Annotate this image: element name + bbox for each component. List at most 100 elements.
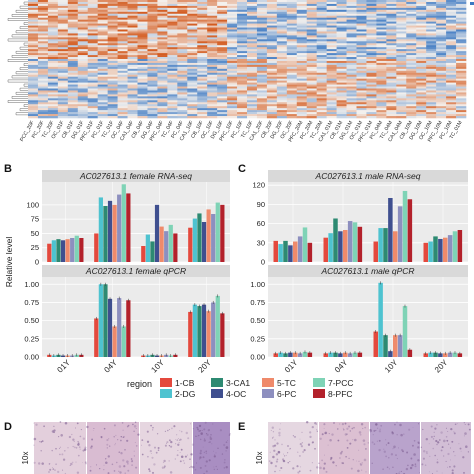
- y-tick-label: 0.75: [250, 298, 265, 307]
- bar: [302, 227, 308, 262]
- bar: [283, 353, 288, 357]
- legend-label: 2-DG: [175, 389, 195, 399]
- legend-swatch: [313, 378, 325, 387]
- bar: [443, 237, 448, 262]
- bar: [452, 352, 458, 357]
- legend-item: 2-DG: [160, 389, 195, 399]
- bar: [159, 226, 164, 262]
- heatmap-column-labels: PCC_20FPC_20FTC_20FOC_01FCB_01FDG_01FPFC…: [19, 120, 464, 143]
- bar: [192, 304, 197, 357]
- bar: [357, 352, 363, 357]
- bar: [402, 190, 408, 262]
- y-tick-label: 75: [31, 215, 39, 224]
- bar: [338, 231, 343, 262]
- legend-label: 4-OC: [226, 389, 246, 399]
- bar: [438, 238, 443, 262]
- x-tick-label: 01Y: [55, 358, 72, 375]
- legend-item: 5-TC: [262, 378, 296, 388]
- y-tick-label: 50: [31, 229, 39, 238]
- y-tick-label: 1.00: [24, 280, 39, 289]
- bar: [56, 239, 61, 262]
- bar: [112, 204, 117, 262]
- bar-panel: AC027613.1 female qPCR 0.00 0.25 0.50 0.75 1.…: [24, 265, 230, 374]
- bar: [164, 231, 169, 262]
- bar: [98, 284, 103, 357]
- bar: [443, 353, 448, 357]
- bar: [383, 228, 388, 262]
- legend-swatch: [211, 378, 223, 387]
- bar: [121, 326, 126, 357]
- bar: [293, 352, 298, 357]
- bar: [307, 242, 313, 262]
- micrograph-tile: [191, 421, 231, 474]
- bar: [215, 202, 220, 262]
- panel-title: AC027613.1 male qPCR: [320, 266, 414, 276]
- bar: [126, 300, 131, 357]
- y-tick-label: 0.25: [24, 334, 39, 343]
- bar: [201, 304, 207, 357]
- bar: [457, 353, 463, 357]
- bar: [94, 233, 99, 262]
- bar: [220, 204, 225, 262]
- micrograph-tile: [140, 422, 193, 474]
- bar: [197, 306, 202, 357]
- plot-background: [268, 277, 468, 357]
- bar: [407, 349, 413, 357]
- bar: [357, 226, 363, 262]
- legend-label: 8-PFC: [328, 389, 353, 399]
- bar: [103, 284, 108, 357]
- y-tick-label: 1.00: [250, 280, 265, 289]
- heatmap: [7, 0, 474, 119]
- bar: [188, 227, 193, 262]
- panel-label-b: B: [4, 163, 12, 175]
- bar: [447, 352, 453, 357]
- bar: [328, 233, 333, 262]
- panel-strip: [42, 170, 230, 182]
- bar-panel: AC027613.1 male RNA-seq 0 30 60 90 120: [252, 170, 468, 267]
- micrograph-tile: [318, 421, 369, 474]
- legend-item: 8-PFC: [313, 389, 353, 399]
- bar: [347, 353, 353, 357]
- bar: [215, 295, 220, 357]
- y-tick-label: 0: [261, 258, 265, 267]
- y-tick-label: 0.00: [250, 353, 265, 362]
- bar: [206, 311, 211, 357]
- micrograph-tile: [268, 420, 319, 474]
- bar: [126, 193, 131, 262]
- micrograph-magnification-d: 10x: [21, 452, 30, 465]
- y-tick-label: 0.25: [250, 334, 265, 343]
- bar: [333, 352, 338, 357]
- bar: [438, 353, 443, 357]
- bar: [378, 228, 383, 262]
- x-tick-label: 10Y: [149, 358, 166, 375]
- bar: [433, 352, 438, 357]
- heatmap-cells: [28, 0, 467, 119]
- bar: [393, 231, 398, 262]
- bar: [220, 313, 225, 357]
- legend-item: 1-CB: [160, 378, 195, 388]
- y-tick-label: 0.50: [24, 316, 39, 325]
- bar-panels: AC027613.1 female RNA-seq0255075100AC027…: [24, 170, 468, 374]
- bar: [352, 352, 358, 357]
- x-tick-label: 04Y: [102, 358, 119, 375]
- legend-item: 3-CA1: [211, 378, 250, 388]
- micrographs: [33, 420, 471, 474]
- bar: [407, 199, 413, 262]
- bar: [297, 236, 303, 262]
- bar: [288, 352, 293, 357]
- x-tick-label: 10Y: [383, 358, 400, 375]
- bar: [145, 234, 150, 262]
- legend-swatch: [262, 389, 274, 398]
- y-tick-label: 0.75: [24, 298, 39, 307]
- bar: [211, 214, 216, 262]
- plot-background: [42, 277, 230, 357]
- bar: [393, 335, 398, 357]
- legend-swatch: [160, 378, 172, 387]
- bar: [201, 222, 207, 262]
- bar: [307, 352, 313, 357]
- bar: [343, 352, 348, 357]
- micrograph-tile: [420, 422, 471, 474]
- bar: [112, 326, 117, 357]
